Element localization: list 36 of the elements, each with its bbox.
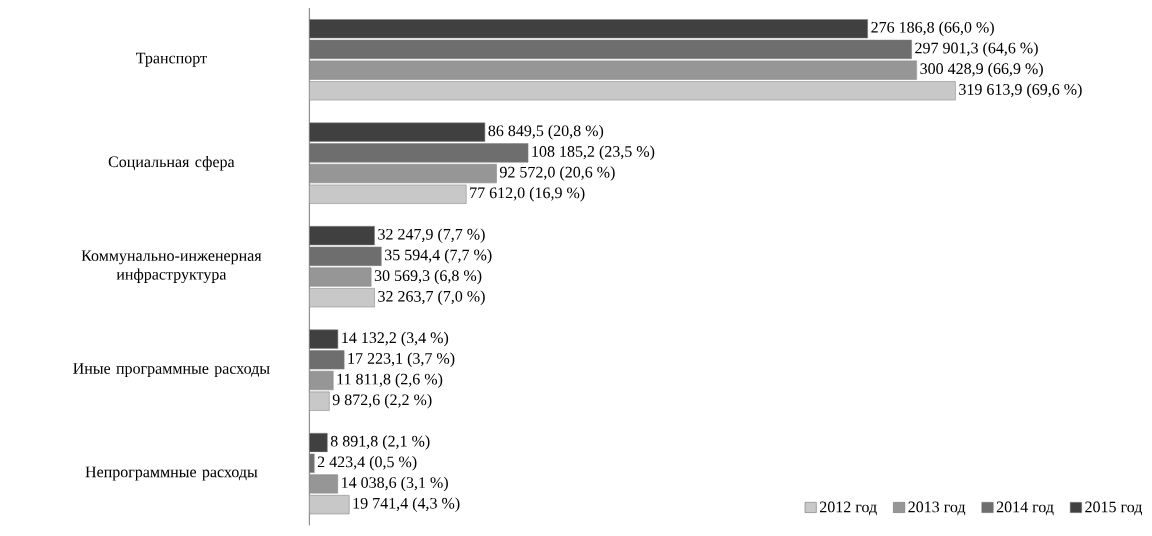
legend-label: 2015 год: [1085, 501, 1143, 516]
bar: [309, 184, 467, 204]
data-label: 319 613,9 (69,6 %): [959, 83, 1082, 99]
data-label: 14 132,2 (3,4 %): [342, 331, 449, 347]
y-tick-label: Непрограммные расходы: [85, 466, 258, 481]
data-label: 92 572,0 (20,6 %): [499, 166, 615, 181]
data-label: 32 247,9 (7,7 %): [378, 228, 485, 243]
y-tick-label: Транспорт: [136, 52, 207, 67]
bar: [309, 474, 338, 494]
bar: [309, 288, 375, 308]
bar: [309, 60, 917, 80]
data-label: 86 849,5 (20,8 %): [488, 124, 604, 140]
data-label: 77 612,0 (16,9 %): [470, 186, 585, 202]
bar: [309, 163, 497, 184]
y-tick-label: Коммунально-инженерная инфраструктура: [81, 250, 262, 283]
data-label: 8 891,8 (2,1 %): [330, 435, 430, 450]
data-label: 14 038,6 (3,1 %): [342, 476, 448, 492]
data-label: 297 901,3 (64,6 %): [915, 42, 1038, 57]
data-label: 108 185,2 (23,5 %): [532, 145, 655, 161]
bar: [309, 81, 956, 101]
data-label: 17 223,1 (3,7 %): [348, 352, 455, 368]
legend-label: 2014 год: [996, 501, 1054, 516]
legend-label: 2013 год: [908, 501, 966, 516]
bar: [309, 267, 372, 287]
y-tick-label: Социальная сфера: [108, 155, 235, 171]
y-tick-label: Иные программные расходы: [73, 363, 270, 378]
data-label: 2 423,4 (0,5 %): [317, 456, 417, 471]
data-label: 30 569,3 (6,8 %): [374, 269, 482, 285]
data-label: 11 811,8 (2,6 %): [337, 373, 443, 388]
data-label: 276 186,8 (66,0 %): [871, 21, 994, 36]
data-label: 300 428,9 (66,9 %): [920, 62, 1043, 78]
data-label: 9 872,6 (2,2 %): [332, 393, 432, 409]
data-label: 32 263,7 (7,0 %): [378, 290, 485, 305]
legend-label: 2012 год: [820, 501, 877, 516]
data-label: 19 741,4 (4,3 %): [353, 497, 460, 512]
data-label: 35 594,4 (7,7 %): [385, 249, 492, 264]
